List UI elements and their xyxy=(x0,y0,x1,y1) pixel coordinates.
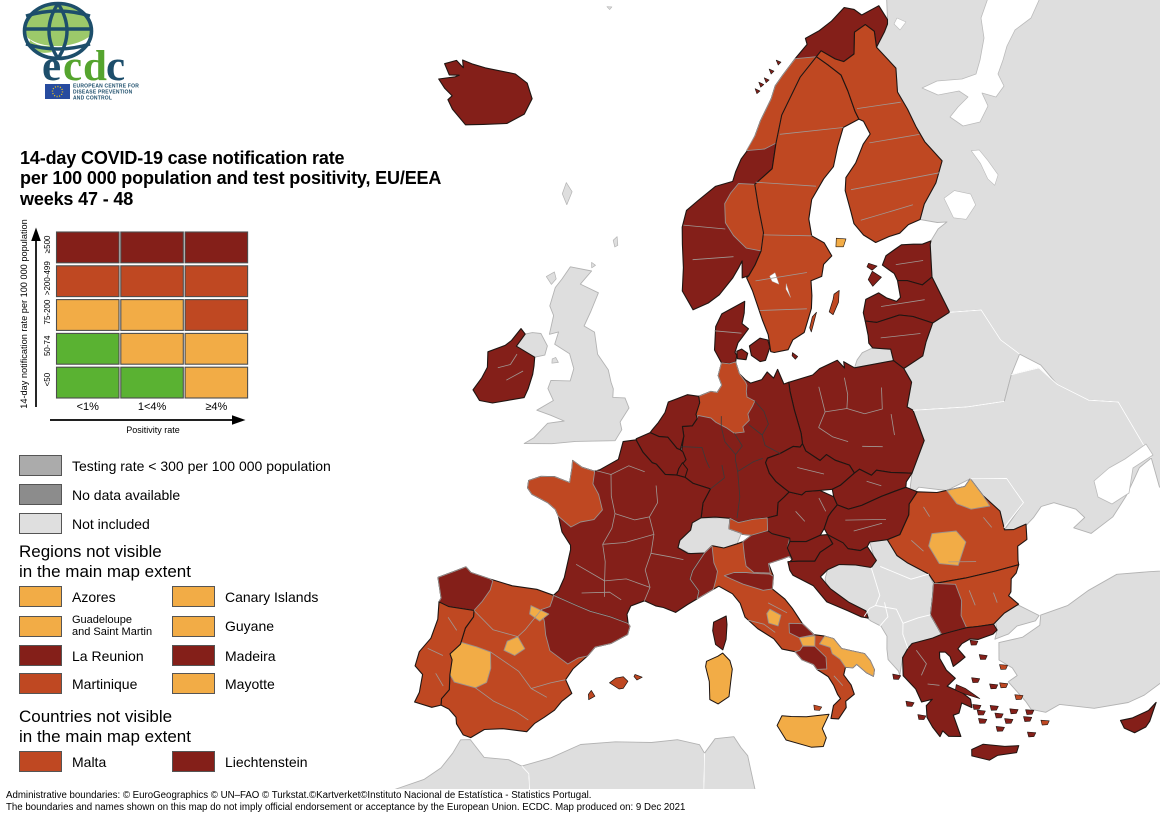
svg-text:>200-499: >200-499 xyxy=(43,261,52,296)
svg-text:<1%: <1% xyxy=(77,401,100,413)
svg-text:<50: <50 xyxy=(43,372,52,386)
svg-text:75-200: 75-200 xyxy=(43,299,52,324)
svg-text:14-day notification rate per 1: 14-day notification rate per 100 000 pop… xyxy=(19,219,29,409)
svg-text:AND CONTROL: AND CONTROL xyxy=(73,96,112,102)
svg-text:d: d xyxy=(83,43,107,90)
svg-text:c: c xyxy=(106,43,125,90)
svg-text:≥500: ≥500 xyxy=(43,235,52,253)
svg-text:e: e xyxy=(42,43,61,90)
svg-text:≥4%: ≥4% xyxy=(205,401,227,413)
svg-text:DISEASE PREVENTION: DISEASE PREVENTION xyxy=(73,90,133,96)
svg-text:c: c xyxy=(63,43,82,90)
svg-text:50-74: 50-74 xyxy=(43,335,52,356)
svg-text:EUROPEAN CENTRE FOR: EUROPEAN CENTRE FOR xyxy=(73,84,139,90)
svg-text:Positivity rate: Positivity rate xyxy=(126,425,180,435)
svg-text:1<4%: 1<4% xyxy=(138,401,167,413)
